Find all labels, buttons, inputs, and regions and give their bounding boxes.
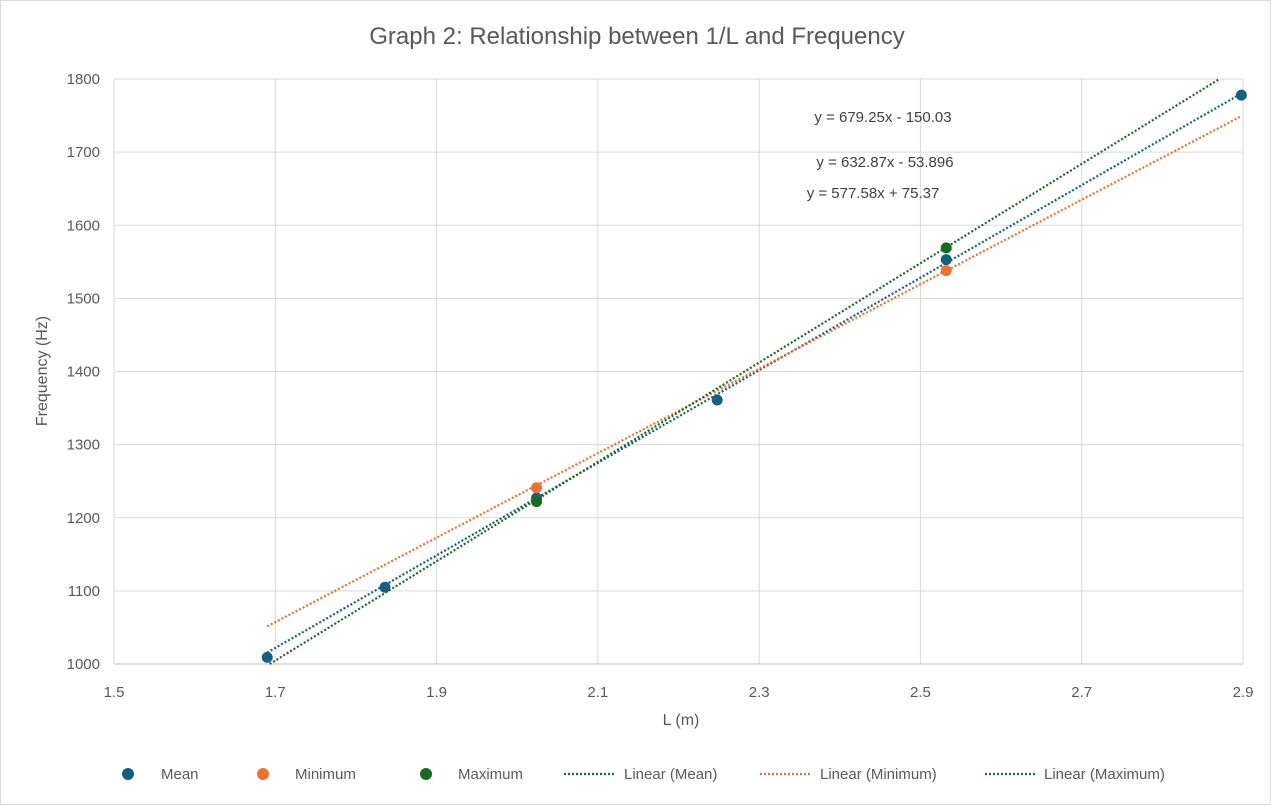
grid bbox=[113, 78, 1244, 665]
trendline-equations: y = 679.25x - 150.03 y = 632.87x - 53.89… bbox=[807, 109, 954, 202]
chart-title: Graph 2: Relationship between 1/L and Fr… bbox=[369, 23, 904, 50]
y-tick-labels: 1000 1100 1200 1300 1400 1500 1600 1700 1800 bbox=[67, 71, 100, 673]
y-tick-label: 1500 bbox=[67, 290, 100, 307]
y-tick-label: 1100 bbox=[68, 583, 100, 600]
y-tick-label: 1600 bbox=[67, 217, 100, 234]
x-axis-title: L (m) bbox=[663, 712, 700, 729]
point-mean bbox=[940, 254, 952, 266]
point-mean bbox=[261, 651, 273, 663]
trendline-linear-mean bbox=[266, 92, 1242, 654]
x-tick-label: 2.3 bbox=[749, 684, 770, 701]
y-tick-label: 1700 bbox=[67, 144, 100, 161]
data-points bbox=[261, 89, 1247, 663]
y-tick-label: 1800 bbox=[67, 71, 100, 88]
trendline-linear-maximum bbox=[269, 78, 1221, 665]
trendline-linear-minimum bbox=[266, 115, 1242, 628]
x-tick-labels: 1.5 1.7 1.9 2.1 2.3 2.5 2.7 2.9 bbox=[104, 684, 1254, 701]
x-tick-label: 2.7 bbox=[1071, 684, 1092, 701]
legend-label-linear-maximum: Linear (Maximum) bbox=[1044, 766, 1165, 783]
x-tick-label: 2.9 bbox=[1233, 684, 1254, 701]
y-tick-label: 1000 bbox=[67, 656, 100, 673]
legend-label-mean: Mean bbox=[161, 766, 199, 783]
equation-maximum: y = 679.25x - 150.03 bbox=[814, 109, 951, 126]
point-mean bbox=[711, 394, 723, 406]
point-minimum bbox=[531, 482, 543, 494]
equation-minimum: y = 577.58x + 75.37 bbox=[807, 185, 940, 202]
point-minimum bbox=[940, 265, 952, 277]
point-mean bbox=[1235, 89, 1247, 101]
trendlines bbox=[266, 78, 1242, 665]
point-maximum bbox=[940, 242, 952, 254]
y-tick-label: 1200 bbox=[67, 510, 100, 527]
x-tick-label: 1.7 bbox=[265, 684, 286, 701]
legend-label-linear-mean: Linear (Mean) bbox=[624, 766, 717, 783]
legend: Mean Minimum Maximum Linear (Mean) Linea… bbox=[122, 766, 1165, 783]
y-axis-title: Frequency (Hz) bbox=[34, 316, 51, 426]
y-tick-label: 1300 bbox=[67, 437, 100, 454]
point-maximum bbox=[531, 496, 543, 508]
x-tick-label: 1.9 bbox=[426, 684, 447, 701]
legend-marker-mean bbox=[122, 768, 134, 780]
point-mean bbox=[379, 581, 391, 593]
equation-mean: y = 632.87x - 53.896 bbox=[816, 154, 953, 171]
x-tick-label: 2.1 bbox=[587, 684, 608, 701]
legend-label-minimum: Minimum bbox=[295, 766, 356, 783]
x-tick-label: 1.5 bbox=[104, 684, 125, 701]
y-tick-label: 1400 bbox=[67, 364, 100, 381]
x-tick-label: 2.5 bbox=[910, 684, 931, 701]
legend-label-maximum: Maximum bbox=[458, 766, 523, 783]
legend-marker-maximum bbox=[420, 768, 432, 780]
legend-marker-minimum bbox=[257, 768, 269, 780]
legend-label-linear-minimum: Linear (Minimum) bbox=[820, 766, 937, 783]
